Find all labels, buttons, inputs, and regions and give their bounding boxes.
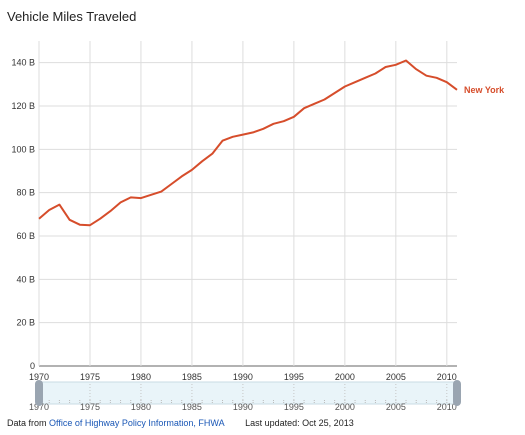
x-tick-label: 2000 [335, 372, 355, 382]
x-tick-label: 1985 [182, 372, 202, 382]
series-label-new-york: New York [464, 85, 505, 95]
range-band [38, 381, 458, 405]
x-tick-label: 1970 [29, 372, 49, 382]
source-link[interactable]: Office of Highway Policy Information, FH… [49, 418, 225, 428]
y-tick-label: 0 [30, 361, 35, 371]
range-tick-label: 1980 [131, 402, 151, 412]
x-tick-label: 1975 [80, 372, 100, 382]
grid [38, 41, 457, 367]
range-tick-label: 1975 [80, 402, 100, 412]
y-tick-label: 60 B [16, 231, 35, 241]
footer: Data from Office of Highway Policy Infor… [7, 418, 354, 428]
series-layer: New York [38, 59, 505, 227]
range-selector[interactable]: 1970 1975 1980 1985 1990 1995 2000 2005 2010 [29, 380, 461, 412]
range-tick-label: 1995 [284, 402, 304, 412]
y-tick-label: 40 B [16, 274, 35, 284]
footer-prefix: Data from [7, 418, 47, 428]
range-tick-label: 2000 [335, 402, 355, 412]
last-updated: Last updated: Oct 25, 2013 [245, 418, 354, 428]
y-tick-label: 140 B [11, 58, 35, 68]
range-tick-label: 1990 [233, 402, 253, 412]
x-tick-label: 2010 [437, 372, 457, 382]
x-tick-label: 2005 [386, 372, 406, 382]
chart-title: Vehicle Miles Traveled [7, 9, 137, 24]
x-tick-label: 1995 [284, 372, 304, 382]
x-tick-label: 1990 [233, 372, 253, 382]
range-tick-label: 2010 [437, 402, 457, 412]
y-tick-label: 20 B [16, 318, 35, 328]
y-tick-label: 80 B [16, 188, 35, 198]
x-tick-label: 1980 [131, 372, 151, 382]
series-line-new-york [38, 59, 458, 227]
y-axis: 0 20 B 40 B 60 B 80 B 100 B 120 B 140 B [11, 58, 35, 371]
range-tick-label: 1970 [29, 402, 49, 412]
y-tick-label: 100 B [11, 144, 35, 154]
range-start-handle[interactable] [35, 380, 43, 406]
range-tick-label: 1985 [182, 402, 202, 412]
x-axis: 1970 1975 1980 1985 1990 1995 2000 2005 2010 [29, 372, 457, 382]
range-tick-label: 2005 [386, 402, 406, 412]
range-end-handle[interactable] [453, 380, 461, 406]
y-tick-label: 120 B [11, 101, 35, 111]
